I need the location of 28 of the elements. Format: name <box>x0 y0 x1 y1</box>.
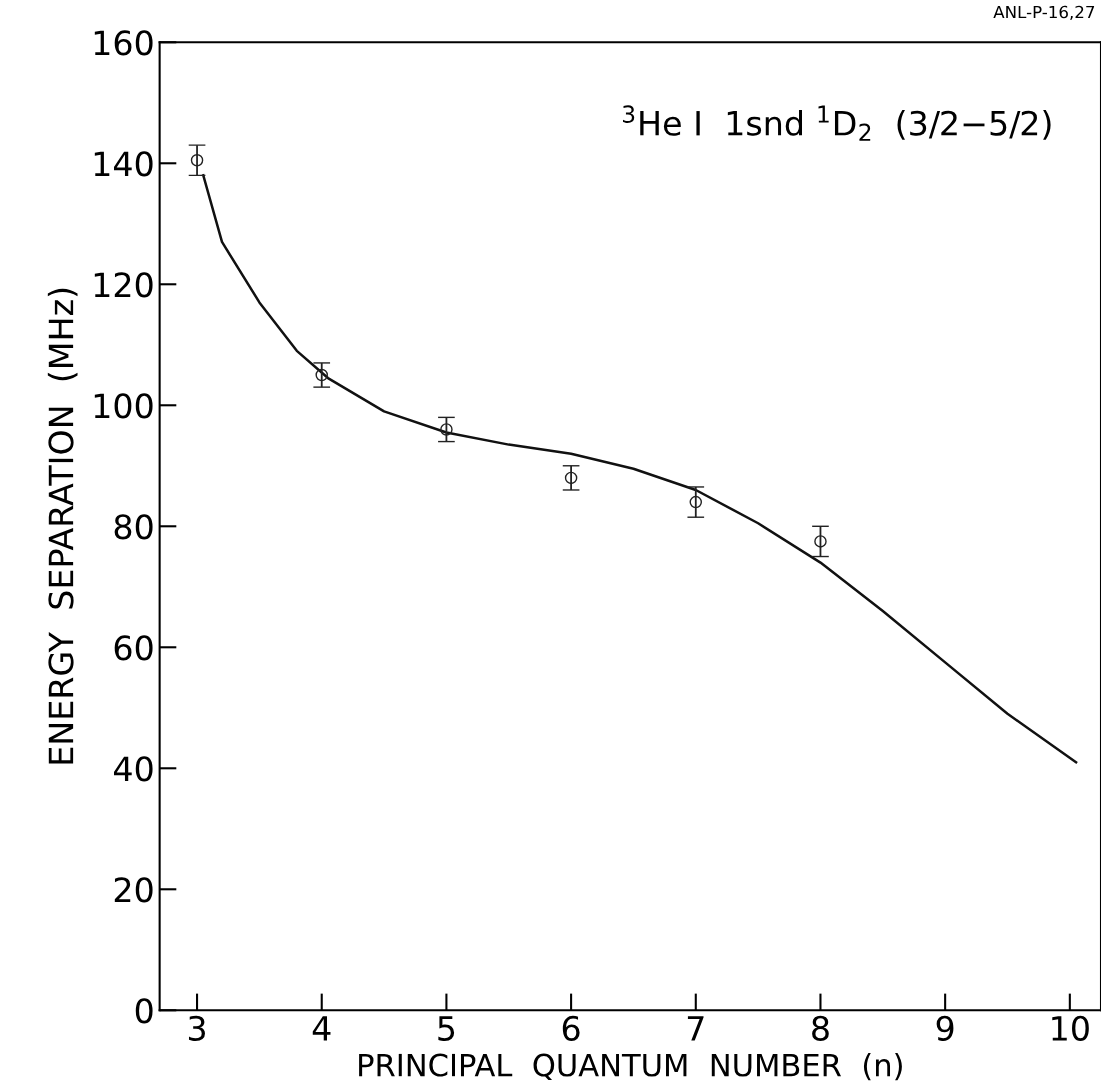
x-tick-label: 8 <box>812 1015 829 1041</box>
point <box>315 368 328 382</box>
y-tick-label: 0 <box>135 998 153 1024</box>
y-tick-label: 140 <box>94 151 153 177</box>
y-tick-label: 20 <box>114 877 153 903</box>
y-tick-label: 60 <box>114 635 153 661</box>
point <box>814 535 827 548</box>
point <box>689 495 703 509</box>
x-tick-label: 3 <box>188 1015 205 1041</box>
point <box>564 471 578 485</box>
y-tick-label: 160 <box>94 30 153 56</box>
y-tick-label: 100 <box>94 393 153 419</box>
text: ANL-P-16,27 <box>993 5 1095 21</box>
x-tick-label: 6 <box>562 1015 580 1041</box>
y-tick-label: 80 <box>114 514 153 540</box>
x-axis-title: PRINCIPAL QUANTUM NUMBER (n) <box>359 1053 902 1081</box>
y-axis-title: ENERGY SEPARATION (MHz) <box>47 288 78 764</box>
line-series <box>202 174 1078 764</box>
x-tick-label: 10 <box>1052 1015 1089 1041</box>
x-tick-label: 4 <box>312 1016 331 1041</box>
annotation: $^{3}$He I 1snd $^{1}$D$_{2}$ (3/2−5/2) <box>623 105 1051 141</box>
y-tick-label: 120 <box>94 272 153 298</box>
point <box>190 154 204 167</box>
x-tick-label: 7 <box>687 1016 704 1041</box>
x-tick-label: 9 <box>936 1015 954 1041</box>
y-tick-label: 40 <box>114 756 153 782</box>
x-tick-label: 5 <box>438 1016 455 1041</box>
point <box>440 423 453 436</box>
